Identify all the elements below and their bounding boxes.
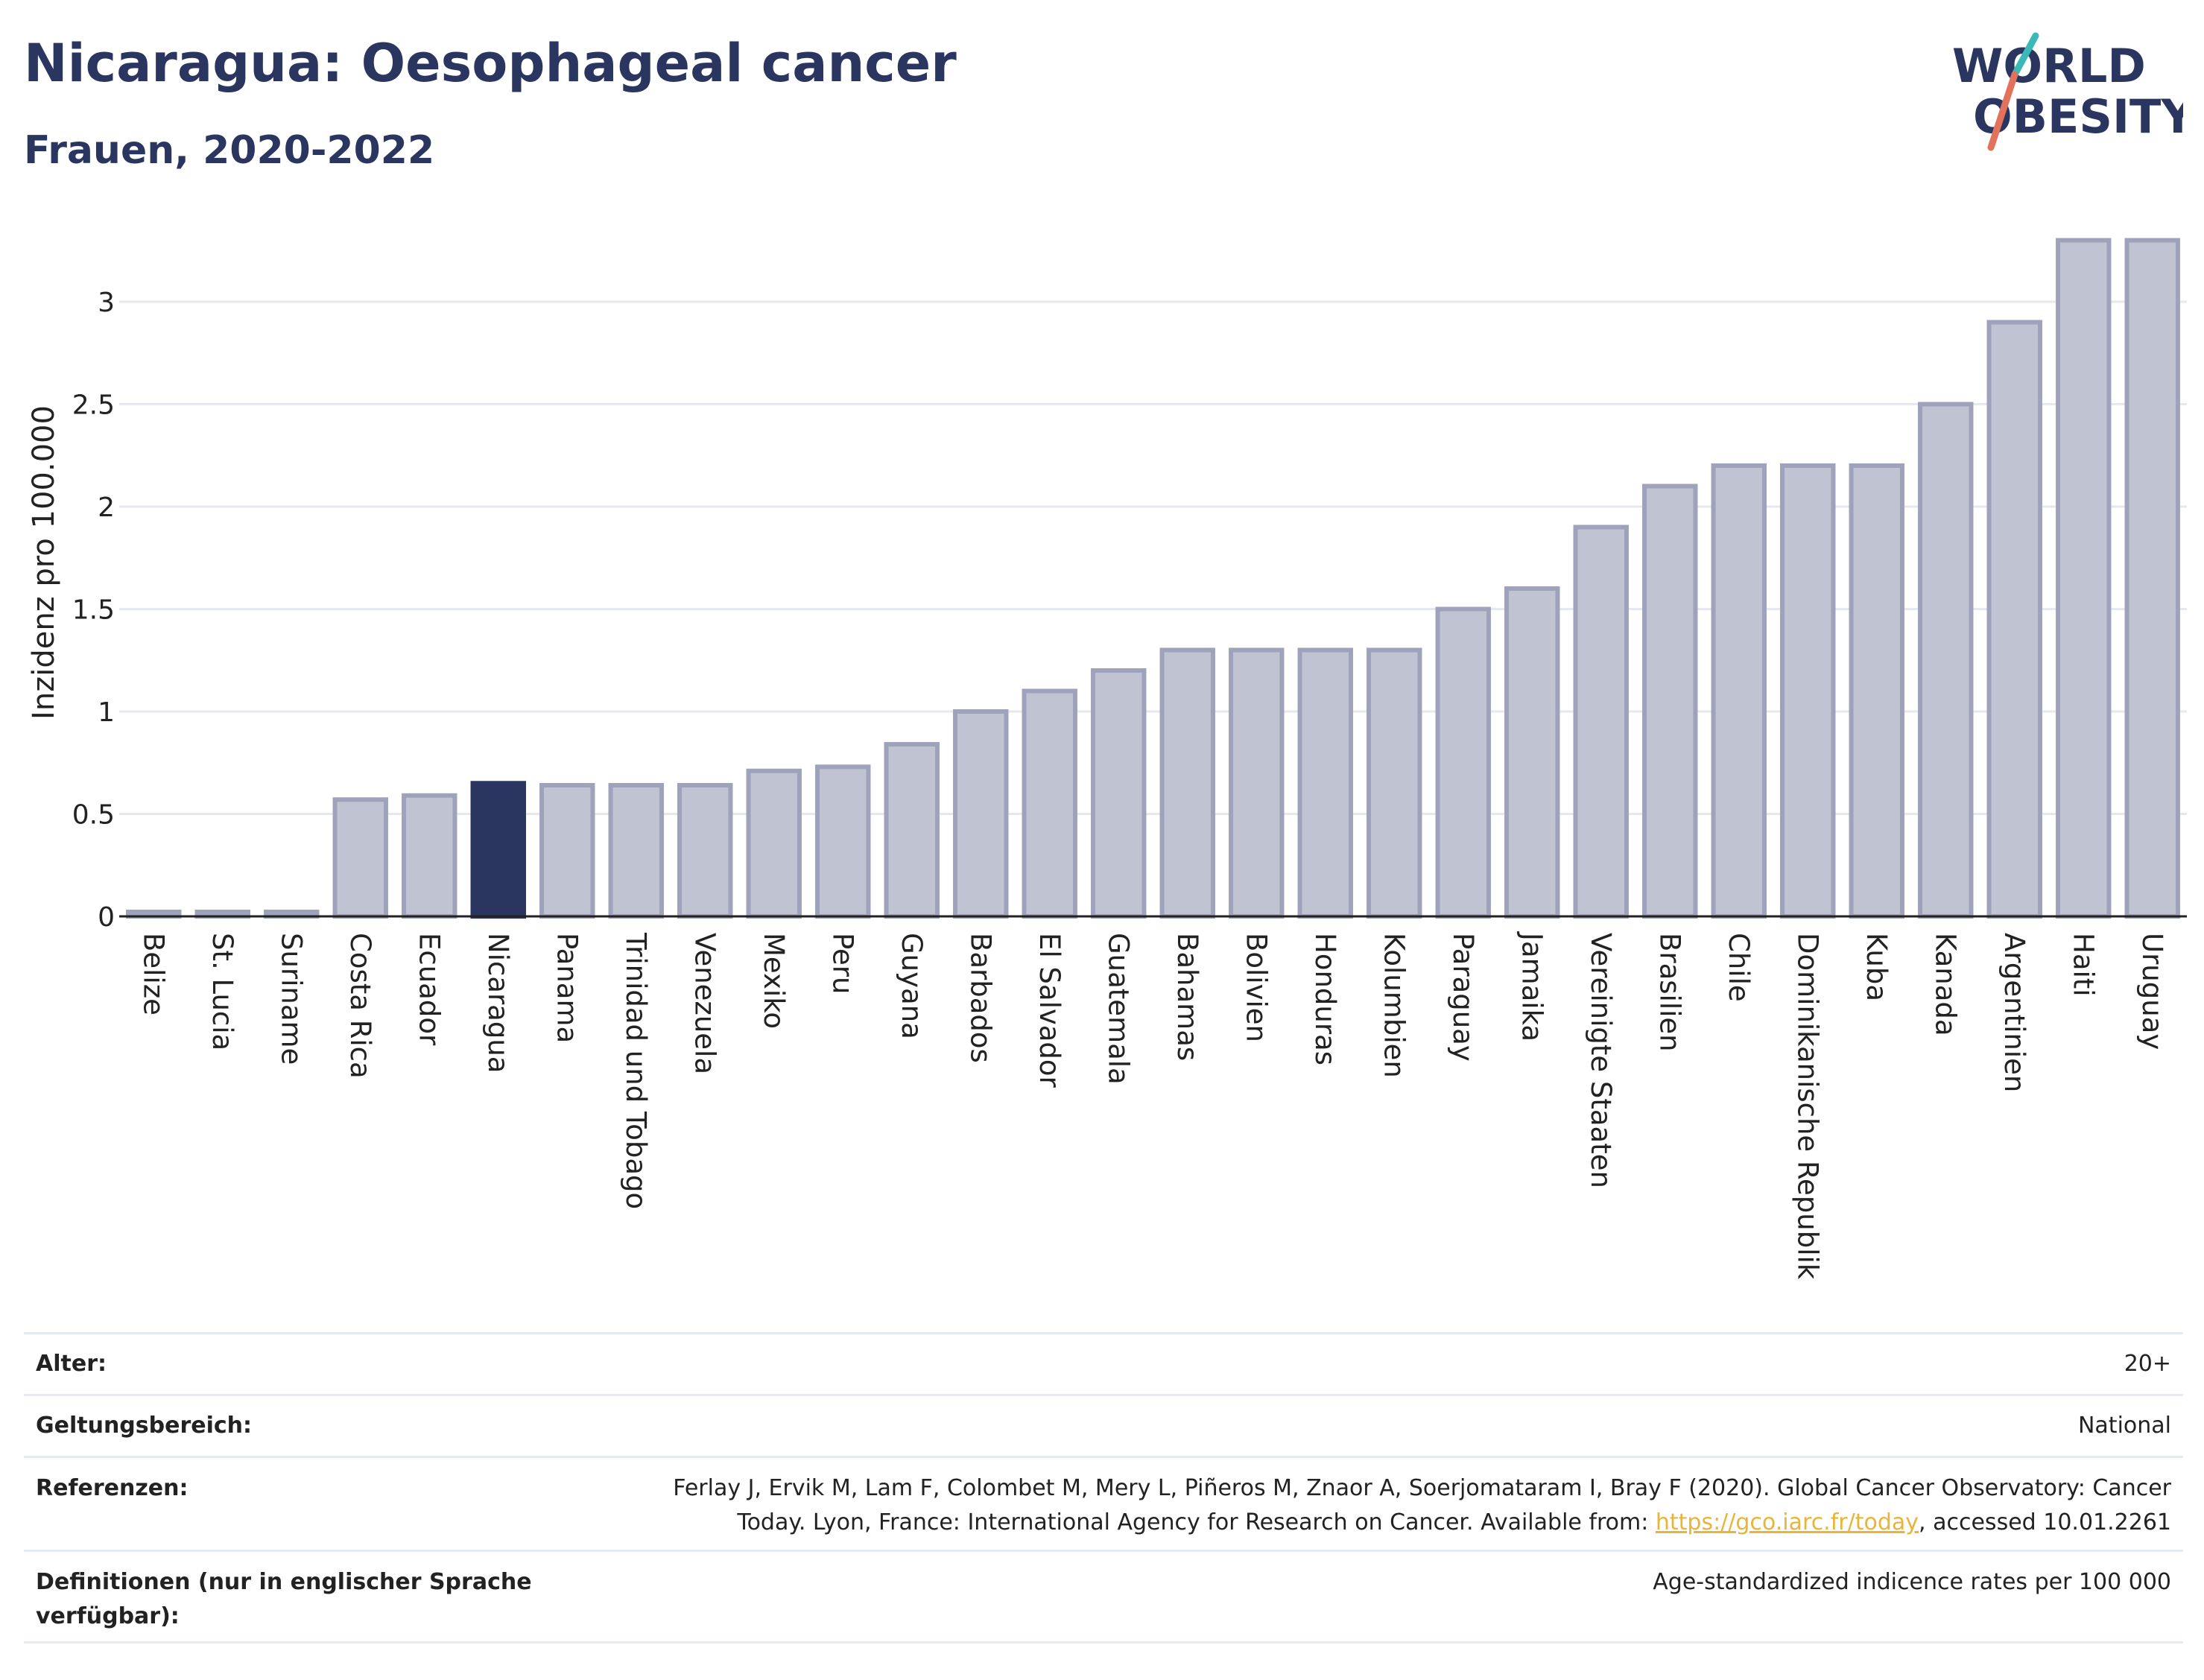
y-tick-label: 2 [98, 492, 115, 523]
bar-chile [1711, 463, 1767, 919]
bar-kuba [1849, 463, 1904, 919]
x-tick-label: Barbados [964, 933, 996, 1063]
x-tick-label: Kanada [1929, 933, 1961, 1036]
y-axis-title: Inzidenz pro 100.000 [27, 405, 61, 720]
x-tick-label: Jamaika [1516, 931, 1548, 1042]
definitions-value: Age-standardized indicence rates per 100… [1653, 1569, 2171, 1595]
x-tick-label: Panama [551, 933, 583, 1043]
bar-kanada [1918, 402, 1974, 919]
y-tick-label: 3 [98, 288, 115, 318]
x-tick-label: Dominikanische Republik [1791, 933, 1823, 1280]
x-tick-label: Uruguay [2136, 933, 2168, 1050]
definitions-label-line2: verfügbar): [36, 1603, 180, 1629]
y-tick-label: 2.5 [72, 390, 115, 421]
logo-slash-coral [1987, 71, 2018, 151]
bar-haiti [2056, 238, 2112, 919]
bar-paraguay [1435, 606, 1491, 919]
x-tick-label: St. Lucia [206, 933, 238, 1050]
x-tick-label: Belize [137, 933, 169, 1015]
x-tick-label: Costa Rica [344, 933, 376, 1079]
definitions-label: Definitionen (nur in englischer Sprache … [24, 1565, 532, 1634]
bar-mexiko [746, 768, 802, 919]
y-tick-label: 0.5 [72, 800, 115, 831]
metadata-table: Alter: 20+ Geltungsbereich: National Ref… [24, 1332, 2183, 1643]
x-axis: Belize St. Lucia Suriname Costa Rica Ecuador… [119, 915, 2187, 1280]
definitions-label-line1: Definitionen (nur in englischer Sprache [36, 1569, 532, 1595]
bar-el-salvador [1022, 688, 1077, 919]
x-tick-label: Kuba [1861, 933, 1893, 1001]
footer-row-scope: Geltungsbereich: National [24, 1394, 2183, 1456]
y-tick-label: 1.5 [72, 595, 115, 626]
references-label: Referenzen: [36, 1475, 189, 1501]
references-line2-post: , accessed 10.01.2261 [1919, 1509, 2171, 1535]
logo-slash-teal [2011, 32, 2039, 78]
x-tick-label: Ecuador [413, 933, 445, 1046]
bar-guatemala [1091, 668, 1147, 919]
world-obesity-logo: WORLD OBESITY [1952, 32, 2183, 151]
bar-argentinien [1986, 320, 2042, 919]
bar-uruguay [2124, 238, 2180, 919]
bar-ecuador [402, 793, 457, 919]
x-tick-label: Vereinigte Staaten [1585, 933, 1617, 1188]
x-tick-label: Mexiko [758, 933, 790, 1029]
scope-label: Geltungsbereich: [36, 1413, 253, 1439]
page-subtitle: Frauen, 2020-2022 [24, 128, 435, 173]
x-tick-label: Venezuela [688, 933, 721, 1074]
x-tick-label: Chile [1723, 933, 1755, 1002]
x-tick-label: El Salvador [1033, 933, 1065, 1088]
bar-peru [815, 764, 871, 919]
grid-layer [119, 300, 2187, 815]
x-tick-label: Bolivien [1240, 933, 1272, 1042]
x-tick-label: Kolumbien [1378, 933, 1410, 1078]
x-tick-label: Trinidad und Tobago [620, 932, 652, 1209]
bar-chart: 0 0.5 1 1.5 2 2.5 3 Belize St. Lucia Suriname Cos… [27, 238, 2187, 1280]
x-tick-label: Bahamas [1171, 933, 1203, 1061]
bar-panama [539, 783, 595, 919]
bar-barbados [953, 709, 1009, 919]
references-value: Ferlay J, Ervik M, Lam F, Colombet M, Me… [673, 1471, 2183, 1540]
bar-guyana [884, 742, 940, 919]
age-label: Alter: [36, 1351, 107, 1377]
y-tick-label: 0 [98, 902, 115, 933]
x-tick-label: Brasilien [1653, 933, 1685, 1052]
bar-dominikanische-republik [1780, 463, 1836, 919]
references-line2-pre: Today. Lyon, France: International Agenc… [737, 1509, 1656, 1535]
references-link[interactable]: https://gco.iarc.fr/today [1655, 1509, 1919, 1535]
bar-bolivien [1229, 647, 1285, 919]
x-tick-label: Paraguay [1447, 933, 1479, 1062]
x-tick-label: Haiti [2067, 933, 2099, 997]
bar-vereinigte-staaten [1573, 524, 1629, 919]
bars-layer [126, 238, 2180, 919]
age-value: 20+ [2124, 1351, 2171, 1377]
logo-line1: WORLD [1952, 39, 2146, 93]
x-tick-label: Nicaragua [482, 933, 514, 1073]
y-axis: 0 0.5 1 1.5 2 2.5 3 [72, 288, 115, 933]
x-tick-label: Suriname [275, 933, 307, 1065]
scope-value: National [2077, 1413, 2171, 1439]
bar-venezuela [677, 783, 733, 919]
page-title: Nicaragua: Oesophageal cancer [24, 33, 957, 94]
footer-row-age: Alter: 20+ [24, 1332, 2183, 1394]
references-line1: Ferlay J, Ervik M, Lam F, Colombet M, Me… [673, 1475, 2171, 1501]
bar-bahamas [1159, 647, 1215, 919]
bar-brasilien [1642, 484, 1698, 919]
bar-kolumbien [1367, 647, 1422, 919]
x-tick-label: Argentinien [1998, 933, 2030, 1092]
x-tick-label: Guyana [896, 933, 928, 1039]
footer-row-definitions: Definitionen (nur in englischer Sprache … [24, 1550, 2183, 1643]
x-tick-label: Honduras [1309, 933, 1341, 1065]
x-tick-label: Peru [826, 933, 858, 994]
references-line2: Today. Lyon, France: International Agenc… [673, 1506, 2171, 1540]
bar-trinidad-und-tobago [608, 783, 664, 919]
x-tick-label: Guatemala [1102, 933, 1134, 1085]
bar-nicaragua [470, 781, 526, 919]
y-tick-label: 1 [98, 697, 115, 728]
bar-honduras [1297, 647, 1353, 919]
bar-jamaika [1504, 586, 1560, 919]
bar-costa-rica [332, 797, 388, 919]
footer-row-references: Referenzen: Ferlay J, Ervik M, Lam F, Co… [24, 1456, 2183, 1550]
